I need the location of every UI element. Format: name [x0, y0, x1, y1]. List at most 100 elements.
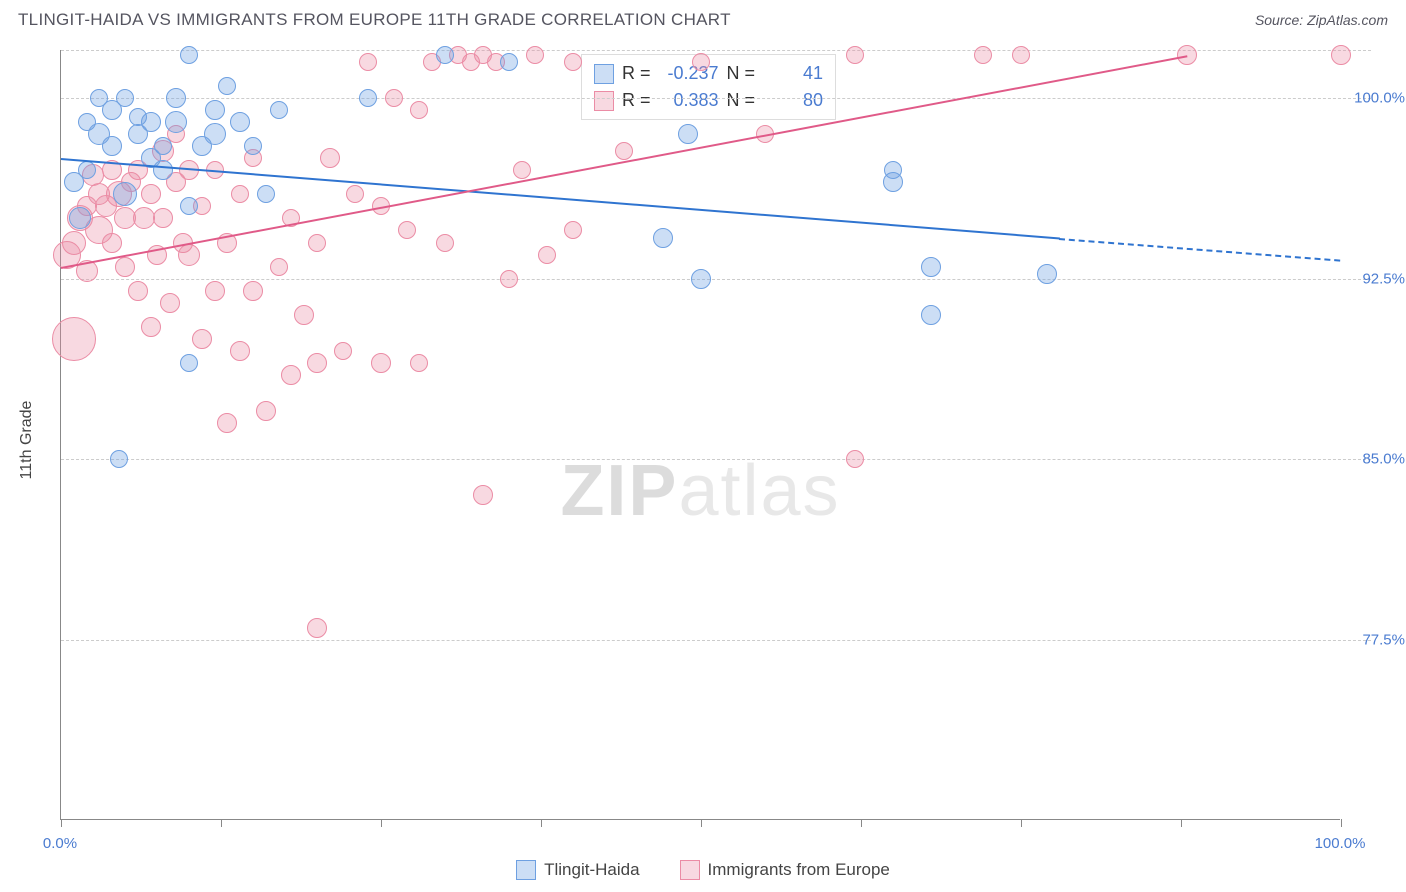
- scatter-point: [141, 317, 161, 337]
- legend-item-1: Tlingit-Haida: [516, 860, 639, 880]
- scatter-point: [110, 450, 128, 468]
- y-tick-label: 100.0%: [1354, 90, 1405, 107]
- scatter-point: [615, 142, 633, 160]
- x-tick: [541, 819, 542, 827]
- chart-title: TLINGIT-HAIDA VS IMMIGRANTS FROM EUROPE …: [18, 10, 731, 30]
- gridline: [61, 640, 1371, 641]
- scatter-point: [436, 46, 454, 64]
- scatter-point: [204, 123, 226, 145]
- scatter-point: [1331, 45, 1351, 65]
- scatter-point: [513, 161, 531, 179]
- scatter-point: [192, 329, 212, 349]
- x-tick-label: 100.0%: [1315, 835, 1366, 852]
- gridline: [61, 98, 1371, 99]
- source-label: Source: ZipAtlas.com: [1255, 12, 1388, 28]
- gridline: [61, 459, 1371, 460]
- legend-label-2: Immigrants from Europe: [708, 860, 890, 880]
- scatter-point: [231, 185, 249, 203]
- scatter-point: [52, 317, 96, 361]
- scatter-point: [334, 342, 352, 360]
- legend-swatch-1: [516, 860, 536, 880]
- scatter-point: [359, 53, 377, 71]
- x-tick: [1181, 819, 1182, 827]
- scatter-point: [141, 184, 161, 204]
- scatter-point: [180, 354, 198, 372]
- x-tick: [861, 819, 862, 827]
- scatter-point: [921, 257, 941, 277]
- scatter-point: [205, 100, 225, 120]
- trend-line-dashed: [1059, 238, 1341, 262]
- y-tick-label: 85.0%: [1362, 451, 1405, 468]
- scatter-point: [359, 89, 377, 107]
- scatter-point: [691, 269, 711, 289]
- watermark-bold: ZIP: [560, 451, 678, 531]
- scatter-point: [398, 221, 416, 239]
- scatter-point: [128, 281, 148, 301]
- scatter-point: [116, 89, 134, 107]
- scatter-point: [846, 46, 864, 64]
- scatter-point: [160, 293, 180, 313]
- x-tick: [1341, 819, 1342, 827]
- y-axis-label: 11th Grade: [18, 401, 36, 480]
- trend-line: [61, 158, 1060, 239]
- scatter-point: [230, 112, 250, 132]
- stat-n-label-2: N =: [727, 87, 756, 114]
- scatter-point: [102, 233, 122, 253]
- plot-area: ZIPatlas R = -0.237 N = 41 R = 0.383 N =…: [60, 50, 1340, 820]
- scatter-point: [153, 160, 173, 180]
- scatter-point: [180, 46, 198, 64]
- scatter-point: [921, 305, 941, 325]
- chart-container: TLINGIT-HAIDA VS IMMIGRANTS FROM EUROPE …: [0, 0, 1406, 892]
- legend-swatch-2: [680, 860, 700, 880]
- scatter-point: [141, 112, 161, 132]
- scatter-point: [564, 221, 582, 239]
- scatter-point: [62, 231, 86, 255]
- legend-item-2: Immigrants from Europe: [680, 860, 890, 880]
- scatter-point: [473, 485, 493, 505]
- scatter-point: [270, 258, 288, 276]
- scatter-point: [692, 53, 710, 71]
- x-tick: [61, 819, 62, 827]
- scatter-point: [307, 618, 327, 638]
- scatter-point: [270, 101, 288, 119]
- scatter-point: [180, 197, 198, 215]
- stat-n-value-1: 41: [763, 60, 823, 87]
- scatter-point: [526, 46, 544, 64]
- scatter-point: [846, 450, 864, 468]
- x-tick: [381, 819, 382, 827]
- scatter-point: [564, 53, 582, 71]
- scatter-point: [1037, 264, 1057, 284]
- scatter-point: [884, 161, 902, 179]
- stat-r-value-2: 0.383: [659, 87, 719, 114]
- gridline: [61, 279, 1371, 280]
- scatter-point: [230, 341, 250, 361]
- x-tick-label: 0.0%: [43, 835, 77, 852]
- scatter-point: [281, 365, 301, 385]
- x-tick: [221, 819, 222, 827]
- scatter-point: [154, 137, 172, 155]
- scatter-point: [243, 281, 263, 301]
- y-tick-label: 92.5%: [1362, 270, 1405, 287]
- scatter-point: [346, 185, 364, 203]
- scatter-point: [974, 46, 992, 64]
- x-tick: [1021, 819, 1022, 827]
- scatter-point: [205, 281, 225, 301]
- scatter-point: [410, 101, 428, 119]
- scatter-point: [538, 246, 556, 264]
- scatter-point: [133, 207, 155, 229]
- scatter-point: [166, 88, 186, 108]
- scatter-point: [678, 124, 698, 144]
- stat-n-value-2: 80: [763, 87, 823, 114]
- scatter-point: [178, 244, 200, 266]
- scatter-point: [256, 401, 276, 421]
- watermark-light: atlas: [678, 451, 840, 531]
- scatter-point: [294, 305, 314, 325]
- legend-label-1: Tlingit-Haida: [544, 860, 639, 880]
- stat-r-label-1: R =: [622, 60, 651, 87]
- scatter-point: [244, 137, 262, 155]
- legend: Tlingit-Haida Immigrants from Europe: [0, 860, 1406, 880]
- scatter-point: [102, 136, 122, 156]
- x-tick: [701, 819, 702, 827]
- stat-r-label-2: R =: [622, 87, 651, 114]
- scatter-point: [257, 185, 275, 203]
